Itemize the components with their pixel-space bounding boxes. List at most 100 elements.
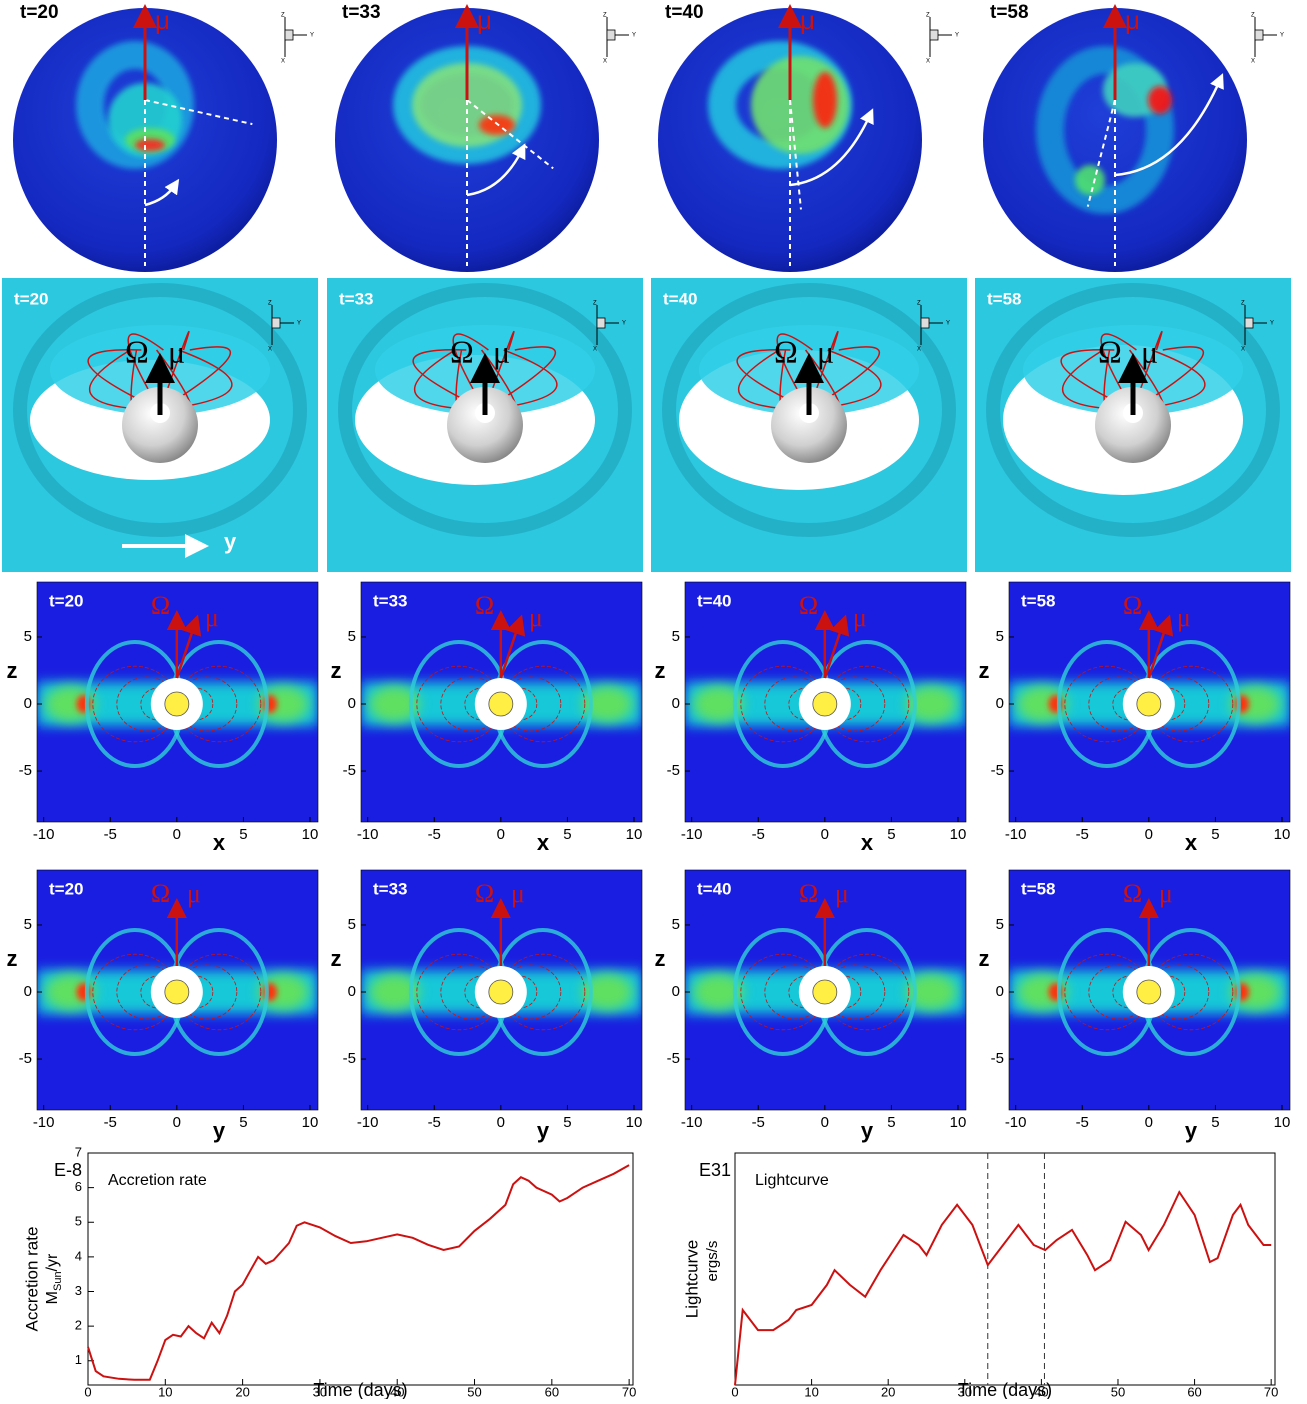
y-tick-label: 6: [75, 1179, 82, 1194]
x-axis-label: y: [213, 1118, 226, 1143]
disk-flow: [1017, 686, 1068, 723]
multiplier: E31: [699, 1160, 731, 1180]
x-tick-label: 5: [1211, 826, 1219, 843]
rotation-arrow: [466, 143, 526, 197]
density-blob: [1036, 46, 1174, 214]
star: [447, 387, 523, 463]
x-tick-label: 10: [302, 1114, 319, 1131]
plot-frame: [734, 1152, 1276, 1386]
disk-flow: [369, 974, 420, 1011]
z-axis-label: z: [7, 946, 18, 971]
field-line: [808, 346, 881, 411]
y-tick-label: 3: [75, 1283, 82, 1298]
rotation-arrow: [144, 178, 180, 207]
mu-label: μ: [493, 333, 510, 369]
field-line: [127, 333, 164, 411]
z-tick-label: -5: [343, 762, 356, 779]
triad-label: X: [281, 59, 285, 65]
triad-label: X: [1241, 347, 1245, 353]
density-blob: [813, 72, 837, 128]
time-label: t=20: [20, 2, 59, 23]
triad-label: Y: [1280, 33, 1284, 39]
slice-frame: [36, 581, 319, 823]
z-axis-label: z: [979, 946, 990, 971]
omega-label: Ω: [799, 591, 818, 620]
time-label: t=40: [697, 591, 732, 610]
axis-triad: Z Y X: [281, 13, 314, 65]
field-line: [1148, 953, 1234, 1031]
z-tick-label: -5: [667, 762, 680, 779]
disk-flow: [693, 974, 744, 1011]
mu-label: μ: [1177, 603, 1191, 632]
triad-label: Y: [946, 321, 950, 327]
z-tick-label: 5: [24, 628, 32, 645]
slice-frame: [360, 869, 643, 1111]
x-tick-label: -5: [104, 826, 117, 843]
mu-label: μ: [168, 333, 185, 369]
field-line: [1148, 676, 1210, 732]
slice-frame: [684, 869, 967, 1111]
field-line: [1148, 964, 1210, 1020]
y-axis-unit: ergs/s: [704, 1241, 721, 1282]
time-label: t=58: [1021, 879, 1056, 898]
axis-triad: Z Y X: [268, 301, 301, 353]
triad-label: X: [917, 347, 921, 353]
mu-label: μ: [187, 879, 201, 908]
omega-label: Ω: [151, 591, 170, 620]
field-line: [500, 676, 562, 732]
x-tick-label: 10: [626, 1114, 643, 1131]
triad-box: [606, 29, 616, 41]
x-tick-label: -10: [33, 826, 55, 843]
x-axis-label: y: [1185, 1118, 1198, 1143]
x-tick-label: 5: [887, 826, 895, 843]
density-blob: [1148, 86, 1172, 114]
field-line: [808, 330, 839, 411]
x-tick-label: 40: [390, 1384, 404, 1399]
z-axis-label: z: [655, 658, 666, 683]
x-tick-label: -10: [357, 826, 379, 843]
disk-shade: [338, 283, 632, 537]
x-tick-label: 5: [239, 826, 247, 843]
triad-label: Z: [281, 13, 285, 19]
z-axis-label: z: [7, 658, 18, 683]
x-axis-label: Time (days): [958, 1380, 1052, 1399]
omega-label: Ω: [774, 333, 798, 369]
slice-frame: [1008, 869, 1291, 1111]
axis-triad: Z Y X: [1251, 13, 1284, 65]
triad-label: Y: [1270, 321, 1274, 327]
disk-flow: [258, 974, 309, 1011]
mu-label: μ: [1141, 333, 1158, 369]
x-axis-label: y: [537, 1118, 550, 1143]
field-line: [1100, 333, 1137, 411]
slice-frame: [36, 869, 319, 1111]
triad-box: [1244, 317, 1254, 329]
x-tick-label: -5: [752, 1114, 765, 1131]
dashed-line: [789, 99, 802, 210]
star: [122, 387, 198, 463]
x-tick-label: 0: [173, 826, 181, 843]
mu-arrow: [175, 614, 202, 679]
z-axis-label: z: [331, 946, 342, 971]
triad-label: X: [1251, 59, 1255, 65]
star: [771, 387, 847, 463]
x-tick-label: 0: [1145, 826, 1153, 843]
mu-label: μ: [1159, 879, 1173, 908]
axis-triad: Z Y X: [917, 301, 950, 353]
mu-label: μ: [817, 333, 834, 369]
star: [1136, 979, 1162, 1005]
mu-label: μ: [477, 5, 492, 35]
field-line: [824, 676, 886, 732]
x-tick-label: -10: [681, 826, 703, 843]
x-tick-label: 60: [545, 1384, 559, 1399]
z-tick-label: -5: [991, 1050, 1004, 1067]
field-line: [824, 665, 910, 743]
x-tick-label: 0: [821, 1114, 829, 1131]
mu-label: μ: [205, 603, 219, 632]
mu-arrow: [499, 614, 526, 679]
z-tick-label: 5: [996, 916, 1004, 933]
z-axis-label: z: [979, 658, 990, 683]
x-tick-label: 5: [563, 826, 571, 843]
